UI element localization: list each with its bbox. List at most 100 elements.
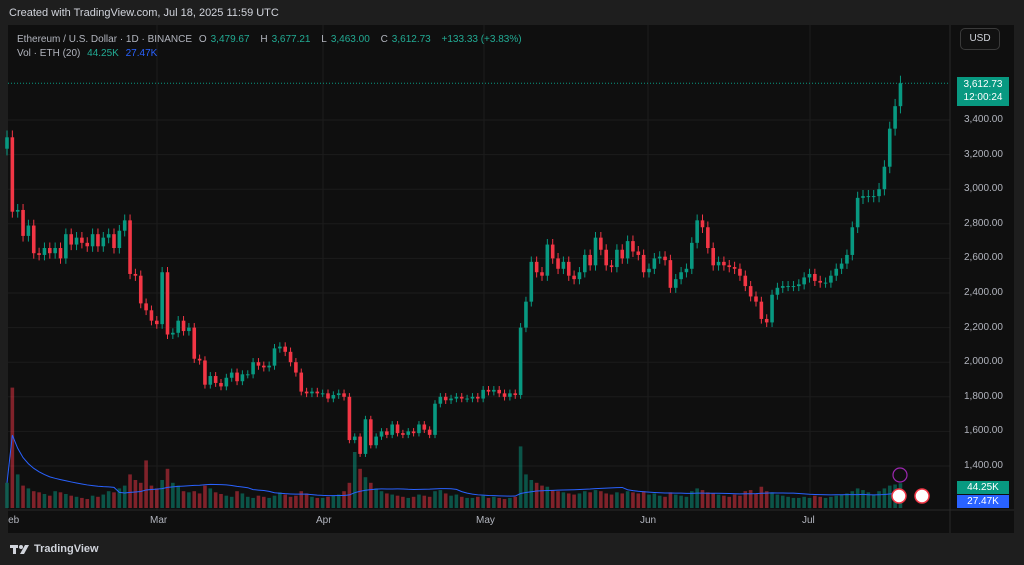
footer-brand[interactable]: TradingView bbox=[10, 543, 99, 555]
candle-body bbox=[352, 436, 357, 441]
candle-body bbox=[256, 362, 261, 366]
candle-body bbox=[802, 277, 806, 285]
candle-body bbox=[363, 419, 368, 454]
volume-label[interactable]: Vol · ETH (20) bbox=[17, 48, 81, 59]
candle-body bbox=[74, 237, 79, 245]
volume-bar bbox=[813, 495, 817, 508]
volume-bar bbox=[112, 492, 116, 508]
volume-bar bbox=[449, 495, 453, 508]
volume-bar bbox=[53, 491, 57, 508]
candle-body bbox=[80, 237, 84, 243]
candle-body bbox=[5, 137, 9, 149]
candle-body bbox=[187, 327, 191, 332]
symbol-label[interactable]: Ethereum / U.S. Dollar · 1D · BINANCE bbox=[17, 34, 193, 45]
volume-bar bbox=[336, 494, 341, 508]
volume-bar bbox=[829, 496, 833, 508]
candle-body bbox=[679, 272, 683, 280]
volume-bar bbox=[267, 497, 271, 508]
volume-bar bbox=[834, 495, 839, 508]
volume-ma-value: 27.47K bbox=[125, 48, 158, 59]
volume-bar bbox=[604, 493, 608, 508]
volume-bar bbox=[508, 497, 512, 508]
volume-bar bbox=[550, 490, 555, 508]
candle-body bbox=[732, 267, 737, 269]
candle-body bbox=[492, 389, 496, 392]
candle-body bbox=[454, 396, 459, 399]
candle-body bbox=[775, 287, 780, 295]
volume-bar bbox=[181, 491, 186, 508]
volume-bar bbox=[529, 480, 534, 508]
volume-bar bbox=[342, 491, 346, 508]
volume-bar bbox=[219, 494, 223, 508]
candle-body bbox=[342, 393, 346, 397]
high-label: H bbox=[260, 34, 268, 45]
candle-body bbox=[476, 396, 480, 399]
candle-body bbox=[438, 396, 443, 404]
volume-bar bbox=[64, 494, 68, 508]
volume-bar bbox=[10, 387, 15, 508]
volume-bar bbox=[823, 497, 828, 508]
volume-bar bbox=[21, 485, 25, 508]
volume-bar bbox=[786, 496, 790, 508]
candle-body bbox=[379, 431, 384, 437]
volume-bar bbox=[657, 495, 662, 508]
candle-body bbox=[620, 249, 625, 259]
candle-body bbox=[556, 258, 560, 269]
candle-body bbox=[684, 268, 689, 273]
volume-bar bbox=[524, 474, 528, 508]
candle-body bbox=[390, 424, 394, 435]
candle-body bbox=[673, 279, 678, 288]
volume-bar bbox=[74, 496, 79, 508]
volume-bar bbox=[641, 491, 646, 508]
volume-bar bbox=[609, 494, 614, 508]
candle-body bbox=[599, 237, 603, 250]
volume-bar bbox=[572, 494, 576, 508]
volume-bar bbox=[497, 497, 501, 508]
volume-bar bbox=[299, 491, 304, 508]
candle-body bbox=[550, 244, 555, 259]
candle-body bbox=[299, 372, 304, 392]
last-price-label: 3,612.73 12:00:24 bbox=[957, 77, 1009, 106]
high-number: 3,677.21 bbox=[271, 34, 311, 45]
candle-body bbox=[358, 436, 362, 454]
volume-bar bbox=[192, 491, 197, 508]
volume-bar bbox=[240, 493, 245, 508]
candle-body bbox=[722, 261, 726, 266]
volume-bar bbox=[593, 490, 598, 508]
candle-body bbox=[10, 137, 15, 212]
volume-bar bbox=[861, 490, 865, 508]
candle-body bbox=[861, 196, 865, 198]
candle-body bbox=[283, 346, 287, 352]
close-number: 3,612.73 bbox=[391, 34, 431, 45]
candle-body bbox=[26, 225, 31, 236]
candle-body bbox=[48, 248, 52, 254]
price-tick: 2,400.00 bbox=[964, 287, 1003, 298]
candle-body bbox=[668, 260, 673, 288]
candle-body bbox=[181, 320, 186, 332]
candle-body bbox=[898, 83, 903, 107]
volume-bar bbox=[465, 497, 469, 508]
candle-body bbox=[807, 273, 812, 278]
candle-body bbox=[647, 268, 651, 273]
candle-body bbox=[780, 286, 785, 288]
candle-body bbox=[133, 273, 138, 276]
currency-button[interactable]: USD bbox=[960, 28, 1000, 50]
volume-bar bbox=[358, 468, 362, 508]
volume-bar bbox=[5, 482, 9, 508]
candle-body bbox=[42, 248, 47, 255]
volume-bar bbox=[48, 495, 52, 508]
candle-body bbox=[320, 393, 325, 395]
candle-body bbox=[459, 396, 464, 399]
chart-panel[interactable] bbox=[8, 25, 1014, 533]
candle-body bbox=[64, 234, 68, 259]
candle-body bbox=[743, 275, 748, 287]
volume-ma-line bbox=[6, 435, 901, 497]
volume-bar bbox=[165, 468, 170, 508]
footer-brand-text: TradingView bbox=[34, 543, 99, 555]
candle-body bbox=[534, 261, 539, 273]
volume-bar bbox=[839, 494, 844, 508]
candle-body bbox=[893, 106, 897, 129]
candle-body bbox=[229, 372, 234, 378]
volume-bar bbox=[427, 496, 432, 508]
